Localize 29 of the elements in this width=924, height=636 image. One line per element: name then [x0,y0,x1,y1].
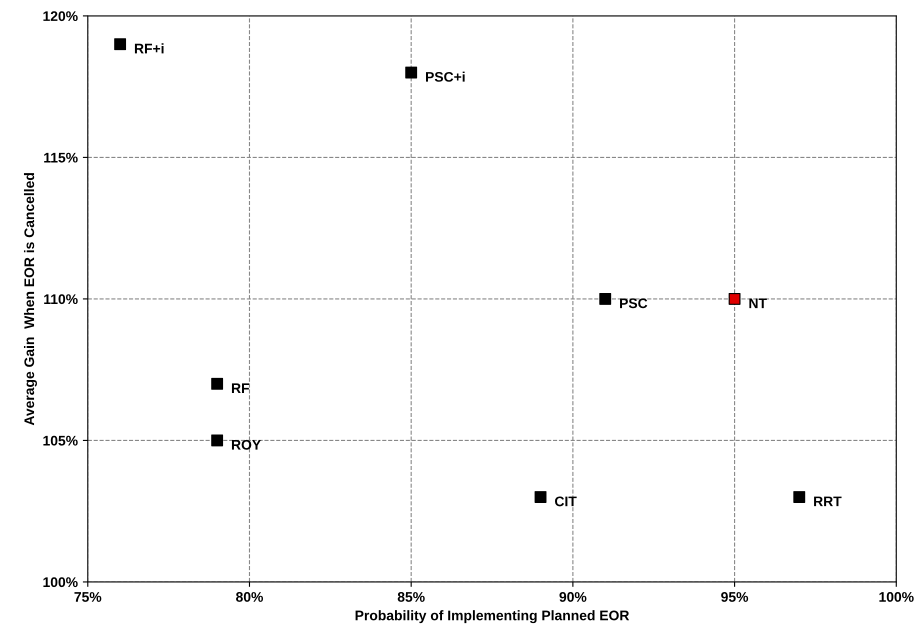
x-tick-label: 80% [236,592,264,602]
point [114,38,126,50]
annotation: PSC [620,298,648,308]
annotation: RF+i [134,43,164,54]
point [793,491,806,503]
y-tick-label: 120% [43,11,78,22]
annotation: ROY [232,440,261,450]
x-axis-title: Probability of Implementing Planned EOR [356,610,630,624]
y-tick-label: 105% [43,436,78,446]
y-axis-title: Average Gain When EOR is Cancelled [24,173,37,426]
y-tick-label: 110% [44,294,78,304]
annotation: NT [749,298,767,308]
x-tick-label: 95% [721,592,748,602]
annotation: RRT [814,496,842,506]
annotation: RF [232,383,250,393]
point [599,292,612,305]
x-tick-label: 75% [74,592,102,602]
point [211,378,224,390]
x-tick-label: 100% [879,592,914,602]
point [534,491,546,503]
y-tick-label: 115% [44,152,78,163]
annotation: CIT [555,496,577,506]
annotation: PSC+i [426,72,465,82]
point [405,66,418,78]
point [728,292,741,305]
x-tick-label: 90% [559,592,586,602]
point [211,434,224,446]
y-tick-label: 100% [43,577,78,588]
x-tick-label: 85% [398,592,425,602]
